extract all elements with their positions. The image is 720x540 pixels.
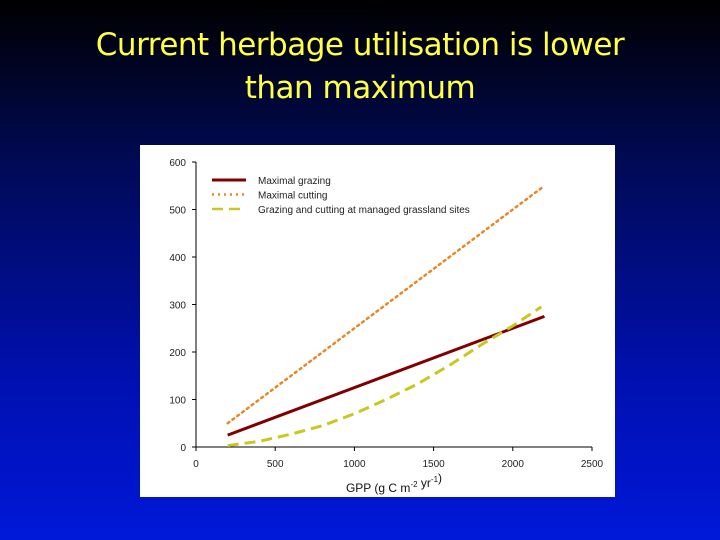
slide-title: Current herbage utilisation is lower tha… <box>0 24 720 110</box>
y-tick-label: 100 <box>169 396 186 407</box>
x-tick-label: 1500 <box>422 459 445 470</box>
x-tick-label: 500 <box>267 459 284 470</box>
chart-panel: 0 100 200 300 400 500 600 0 500 1000 1500 2000 2500 G… <box>140 145 615 497</box>
x-axis-label: GPP (g C m-2 yr-1) <box>346 471 442 495</box>
y-tick-label: 500 <box>169 206 186 217</box>
line-chart: 0 100 200 300 400 500 600 0 500 1000 1500 2000 2500 G… <box>169 158 604 495</box>
legend-label: Maximal grazing <box>258 176 331 187</box>
legend-label: Maximal cutting <box>258 191 327 202</box>
x-tick-label: 1000 <box>343 459 366 470</box>
y-tick-label: 200 <box>169 348 186 359</box>
x-tick-label: 2500 <box>581 459 604 470</box>
series-line-dotted <box>226 184 546 425</box>
y-tick-label: 300 <box>169 301 186 312</box>
title-line-2: than maximum <box>244 70 476 106</box>
y-tick-label: 600 <box>169 158 186 169</box>
y-tick-label: 0 <box>180 443 186 454</box>
title-line-1: Current herbage utilisation is lower <box>95 27 625 63</box>
x-tick-label: 0 <box>193 459 199 470</box>
x-tick-label: 2000 <box>502 459 525 470</box>
series-line-dashed <box>227 305 543 448</box>
legend-label: Grazing and cutting at managed grassland… <box>258 205 470 216</box>
series-line-solid <box>227 314 546 437</box>
y-tick-label: 400 <box>169 253 186 264</box>
